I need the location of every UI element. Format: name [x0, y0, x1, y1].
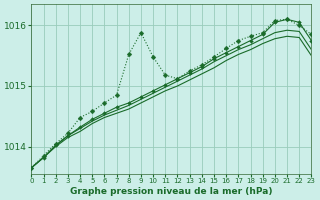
X-axis label: Graphe pression niveau de la mer (hPa): Graphe pression niveau de la mer (hPa) — [70, 187, 273, 196]
